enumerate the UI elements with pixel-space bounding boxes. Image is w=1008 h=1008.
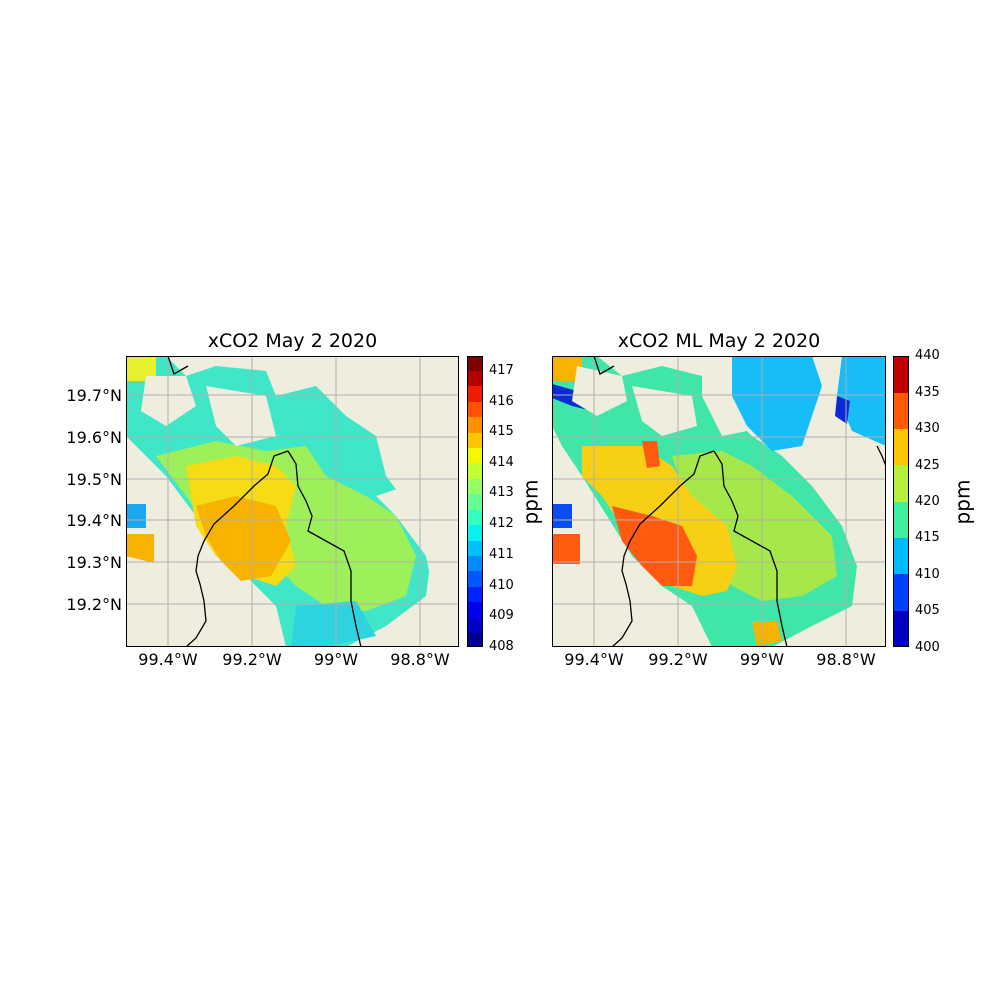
colorbar-tick: 440 — [915, 348, 940, 363]
lon-label: 98.8°W — [390, 650, 450, 669]
xco2ml-field-left-blue-patch — [552, 504, 572, 528]
xco2ml-field-orange — [612, 506, 697, 586]
xco2ml-field-ne-blue2 — [837, 356, 886, 446]
xco2-field-orange — [196, 496, 291, 581]
lon-label: 99°W — [313, 650, 359, 669]
xco2ml-field-nw-orange — [552, 356, 582, 381]
xco2ml-field-ne-blue — [732, 356, 822, 451]
lat-label: 19.6°N — [66, 428, 122, 447]
left-colorbar — [467, 356, 483, 647]
lon-label: 99.2°W — [648, 650, 708, 669]
state-border — [167, 356, 362, 647]
lon-label: 99.4°W — [564, 650, 624, 669]
lon-label: 98.8°W — [816, 650, 876, 669]
colorbar-tick: 420 — [915, 494, 940, 509]
colorbar-unit: ppm — [518, 479, 543, 525]
colorbar-tick: 415 — [915, 530, 940, 545]
colorbar-tick: 415 — [489, 424, 514, 439]
land-gap — [812, 456, 886, 647]
right-map-title: xCO2 ML May 2 2020 — [617, 330, 821, 352]
gridlines — [126, 356, 459, 647]
xco2-field-left-orange-patch — [126, 534, 154, 564]
xco2ml-field-s-orange — [752, 621, 782, 646]
lon-label: 99°W — [739, 650, 785, 669]
colorbar-tick: 411 — [489, 547, 514, 562]
left-map — [126, 356, 459, 647]
colorbar-tick: 416 — [489, 394, 514, 409]
lat-label: 19.4°N — [66, 511, 122, 530]
land-gap — [702, 356, 747, 436]
colorbar-tick: 417 — [489, 363, 514, 378]
colorbar-tick: 414 — [489, 455, 514, 470]
land-gap — [632, 386, 697, 436]
land-gap — [316, 356, 459, 456]
xco2ml-field-orange-north — [642, 441, 660, 468]
xco2-field-nw-yellow — [126, 356, 156, 381]
lon-label: 99.4°W — [138, 650, 198, 669]
colorbar-tick: 400 — [915, 640, 940, 655]
xco2ml-field-left-orange-patch — [552, 534, 580, 564]
colorbar-tick: 408 — [489, 639, 514, 654]
colorbar-tick: 435 — [915, 385, 940, 400]
xco2ml-field-green — [672, 451, 837, 601]
left-map-title: xCO2 May 2 2020 — [207, 330, 378, 352]
state-border — [593, 356, 886, 647]
gridlines — [552, 356, 886, 647]
colorbar-tick: 425 — [915, 458, 940, 473]
xco2-field-sw-teal — [291, 601, 376, 647]
land-gap — [126, 556, 286, 647]
lat-label: 19.5°N — [66, 470, 122, 489]
colorbar-tick: 412 — [489, 516, 514, 531]
colorbar-tick: 410 — [915, 567, 940, 582]
lat-label: 19.3°N — [66, 553, 122, 572]
lat-label: 19.2°N — [66, 595, 122, 614]
colorbar-unit: ppm — [950, 479, 975, 525]
colorbar-tick: 413 — [489, 485, 514, 500]
land-gap — [552, 566, 702, 647]
colorbar-tick: 430 — [915, 421, 940, 436]
colorbar-tick: 405 — [915, 603, 940, 618]
right-map — [552, 356, 886, 647]
lat-label: 19.7°N — [66, 386, 122, 405]
right-colorbar — [893, 356, 909, 647]
land-gap — [572, 366, 627, 416]
colorbar-tick: 409 — [489, 608, 514, 623]
land-gap — [206, 386, 276, 446]
lon-label: 99.2°W — [222, 650, 282, 669]
colorbar-tick: 410 — [489, 578, 514, 593]
xco2-field-left-blue-patch — [126, 504, 146, 528]
